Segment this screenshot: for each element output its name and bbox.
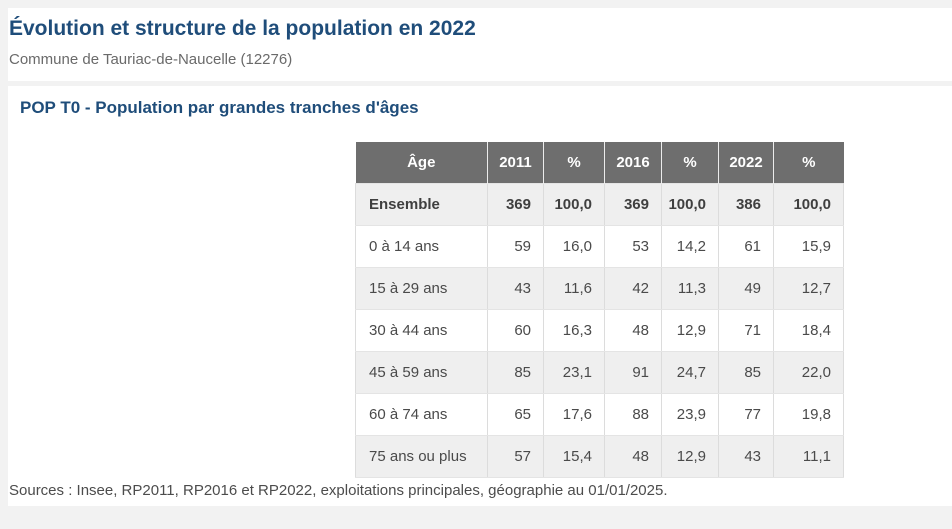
value-cell: 91 — [604, 350, 662, 394]
value-cell: 12,9 — [661, 434, 719, 478]
value-cell: 386 — [718, 182, 774, 226]
value-cell: 61 — [718, 224, 774, 268]
column-header: 2011 — [487, 142, 544, 183]
value-cell: 17,6 — [543, 392, 605, 436]
value-cell: 11,1 — [773, 434, 844, 478]
value-cell: 19,8 — [773, 392, 844, 436]
column-header: Âge — [355, 142, 488, 183]
value-cell: 369 — [604, 182, 662, 226]
pop-table: Âge 2011% 2016% 2022% Ensemble 369 100,0 369 10… — [355, 142, 844, 478]
table-row: 45 à 59 ans 85 23,1 91 24,7 85 22,0 — [355, 350, 844, 394]
value-cell: 100,0 — [543, 182, 605, 226]
value-cell: 65 — [487, 392, 544, 436]
value-cell: 43 — [718, 434, 774, 478]
value-cell: 59 — [487, 224, 544, 268]
value-cell: 23,1 — [543, 350, 605, 394]
value-cell: 24,7 — [661, 350, 719, 394]
value-cell: 71 — [718, 308, 774, 352]
table-row: 60 à 74 ans 65 17,6 88 23,9 77 19,8 — [355, 392, 844, 436]
table-row: 30 à 44 ans 60 16,3 48 12,9 71 18,4 — [355, 308, 844, 352]
population-table-section: POP T0 - Population par grandes tranches… — [8, 86, 952, 506]
value-cell: 100,0 — [773, 182, 844, 226]
value-cell: 53 — [604, 224, 662, 268]
commune-subtitle: Commune de Tauriac-de-Naucelle (12276) — [9, 51, 293, 69]
value-cell: 16,3 — [543, 308, 605, 352]
value-cell: 77 — [718, 392, 774, 436]
value-cell: 43 — [487, 266, 544, 310]
value-cell: 85 — [487, 350, 544, 394]
page-title: Évolution et structure de la population … — [9, 17, 476, 40]
age-label-cell: 30 à 44 ans — [355, 308, 488, 352]
age-label-cell: 75 ans ou plus — [355, 434, 488, 478]
value-cell: 18,4 — [773, 308, 844, 352]
column-header: 2016 — [604, 142, 662, 183]
value-cell: 14,2 — [661, 224, 719, 268]
value-cell: 22,0 — [773, 350, 844, 394]
age-label-cell: 45 à 59 ans — [355, 350, 488, 394]
value-cell: 23,9 — [661, 392, 719, 436]
table-header-row: Âge 2011% 2016% 2022% — [355, 142, 844, 183]
table-row: Ensemble 369 100,0 369 100,0 386 100,0 — [355, 182, 844, 226]
value-cell: 12,7 — [773, 266, 844, 310]
pop-table-head: Âge 2011% 2016% 2022% — [355, 142, 844, 183]
table-row: 15 à 29 ans 43 11,6 42 11,3 49 12,7 — [355, 266, 844, 310]
value-cell: 48 — [604, 308, 662, 352]
column-header: % — [543, 142, 605, 183]
value-cell: 11,3 — [661, 266, 719, 310]
value-cell: 60 — [487, 308, 544, 352]
value-cell: 57 — [487, 434, 544, 478]
page-header: Évolution et structure de la population … — [8, 8, 952, 81]
age-label-cell: Ensemble — [355, 182, 488, 226]
value-cell: 12,9 — [661, 308, 719, 352]
age-label-cell: 0 à 14 ans — [355, 224, 488, 268]
column-header: % — [661, 142, 719, 183]
pop-table-body: Ensemble 369 100,0 369 100,0 386 100,0 0 à 14 a… — [355, 182, 844, 478]
value-cell: 11,6 — [543, 266, 605, 310]
value-cell: 15,9 — [773, 224, 844, 268]
column-header: % — [773, 142, 844, 183]
value-cell: 42 — [604, 266, 662, 310]
value-cell: 88 — [604, 392, 662, 436]
value-cell: 369 — [487, 182, 544, 226]
table-row: 0 à 14 ans 59 16,0 53 14,2 61 15,9 — [355, 224, 844, 268]
age-label-cell: 60 à 74 ans — [355, 392, 488, 436]
value-cell: 85 — [718, 350, 774, 394]
table-title: POP T0 - Population par grandes tranches… — [20, 98, 419, 117]
sources-note: Sources : Insee, RP2011, RP2016 et RP202… — [9, 481, 668, 499]
value-cell: 16,0 — [543, 224, 605, 268]
table-row: 75 ans ou plus 57 15,4 48 12,9 43 11,1 — [355, 434, 844, 478]
column-header: 2022 — [718, 142, 774, 183]
value-cell: 100,0 — [661, 182, 719, 226]
value-cell: 49 — [718, 266, 774, 310]
value-cell: 48 — [604, 434, 662, 478]
age-label-cell: 15 à 29 ans — [355, 266, 488, 310]
value-cell: 15,4 — [543, 434, 605, 478]
